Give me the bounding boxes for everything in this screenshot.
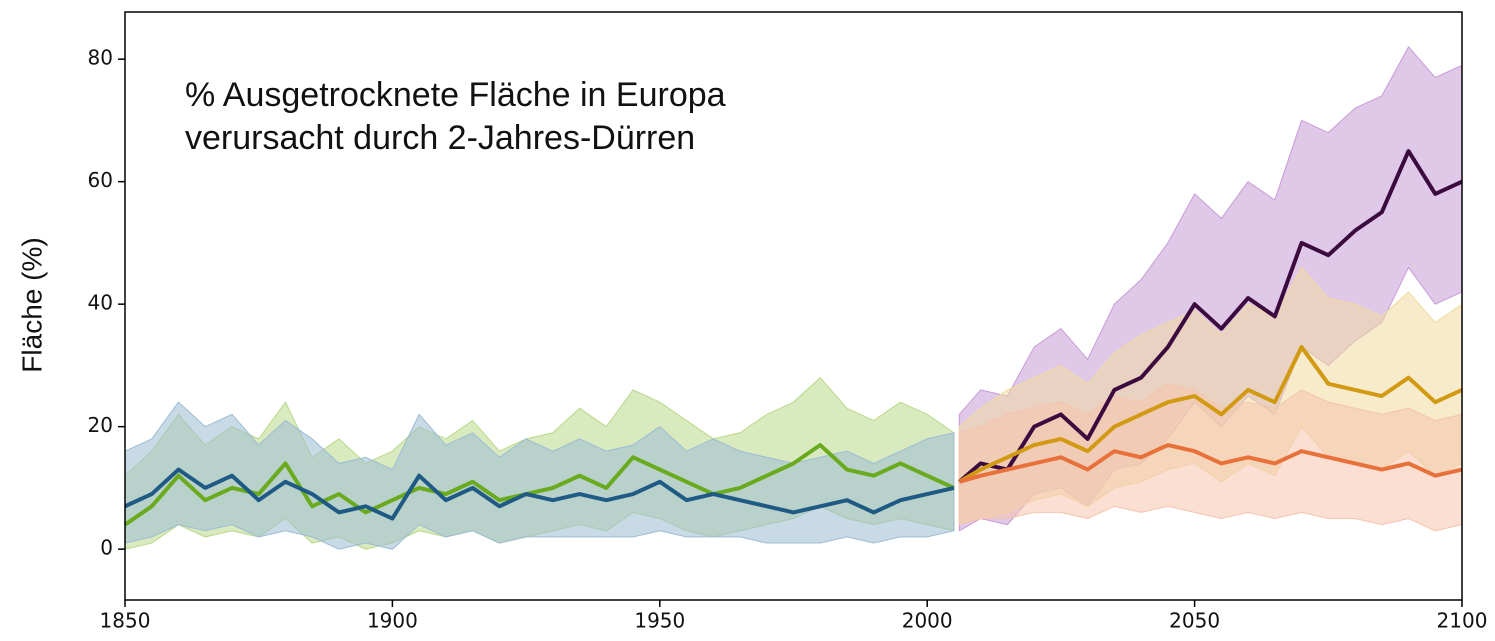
chart-title: verursacht durch 2-Jahres-Dürren — [185, 119, 695, 157]
band — [124, 401, 955, 550]
x-tick-label: 2050 — [1169, 609, 1220, 633]
line — [958, 345, 1463, 484]
x-tick-label: 1950 — [634, 609, 685, 633]
x-tick-label: 2000 — [902, 609, 953, 633]
y-tick-label: 20 — [88, 413, 113, 437]
x-tick-label: 1900 — [367, 609, 418, 633]
y-tick-label: 80 — [88, 46, 113, 70]
plot-frame — [124, 11, 1463, 601]
x-tick-label: 1850 — [100, 609, 151, 633]
x-tick-label: 2100 — [1437, 609, 1488, 633]
line — [124, 467, 955, 521]
chart-title: % Ausgetrocknete Fläche in Europa — [185, 76, 726, 114]
line — [958, 443, 1463, 484]
y-axis-label: Fläche (%) — [16, 237, 47, 372]
y-tick-label: 40 — [88, 291, 113, 315]
line — [957, 149, 1463, 484]
y-tick-label: 60 — [88, 168, 113, 192]
line — [123, 443, 955, 527]
y-tick-label: 0 — [100, 536, 113, 560]
